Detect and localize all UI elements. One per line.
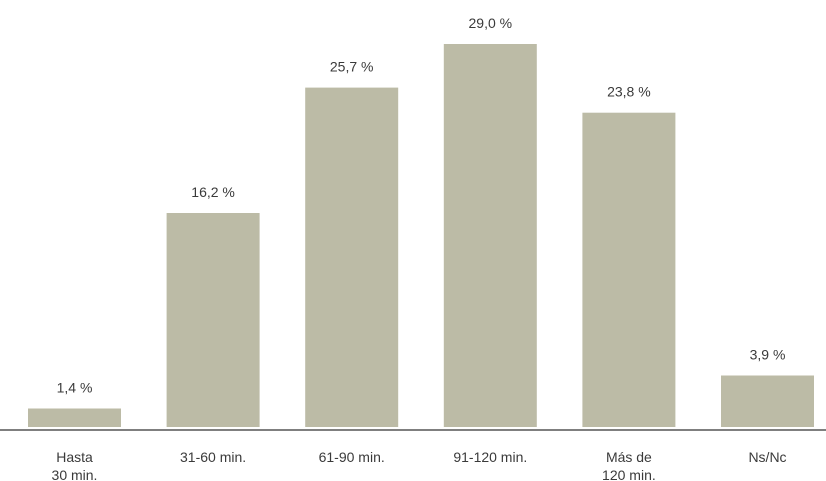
category-label-3-line-0: 91-120 min. — [453, 449, 527, 465]
category-label-0-line-1: 30 min. — [52, 467, 98, 481]
bar-5 — [721, 375, 814, 427]
category-label-5-line-0: Ns/Nc — [748, 449, 786, 465]
category-label-0: Hasta 30 min. — [52, 449, 98, 481]
category-label-0-line-0: Hasta — [56, 449, 93, 465]
category-label-4: Más de 120 min. — [602, 449, 656, 481]
category-label-4-line-1: 120 min. — [602, 467, 656, 481]
value-label-2: 25,7 % — [330, 59, 374, 75]
category-label-2-line-0: 61-90 min. — [319, 449, 385, 465]
category-label-4-line-0: Más de — [606, 449, 652, 465]
category-label-5: Ns/Nc — [748, 449, 786, 465]
value-label-1: 16,2 % — [191, 184, 235, 200]
bar-4 — [582, 112, 676, 427]
category-label-1-line-0: 31-60 min. — [180, 449, 246, 465]
bar-1 — [166, 213, 260, 427]
value-label-5: 3,9 % — [750, 347, 786, 363]
value-label-3: 29,0 % — [469, 15, 513, 31]
category-labels-group: Hasta 30 min. 31-60 min. 61-90 min. 91-120 m… — [52, 449, 787, 481]
value-labels-group: 1,4 % 16,2 % 25,7 % 29,0 % 23,8 % 3,9 % — [57, 15, 786, 396]
bar-3 — [443, 44, 537, 427]
bar-0 — [28, 408, 121, 427]
value-label-0: 1,4 % — [57, 380, 93, 396]
value-label-4: 23,8 % — [607, 84, 651, 100]
bars-group — [28, 44, 814, 427]
category-label-3: 91-120 min. — [453, 449, 527, 465]
category-label-2: 61-90 min. — [319, 449, 385, 465]
category-label-1: 31-60 min. — [180, 449, 246, 465]
bar-2 — [305, 87, 399, 427]
